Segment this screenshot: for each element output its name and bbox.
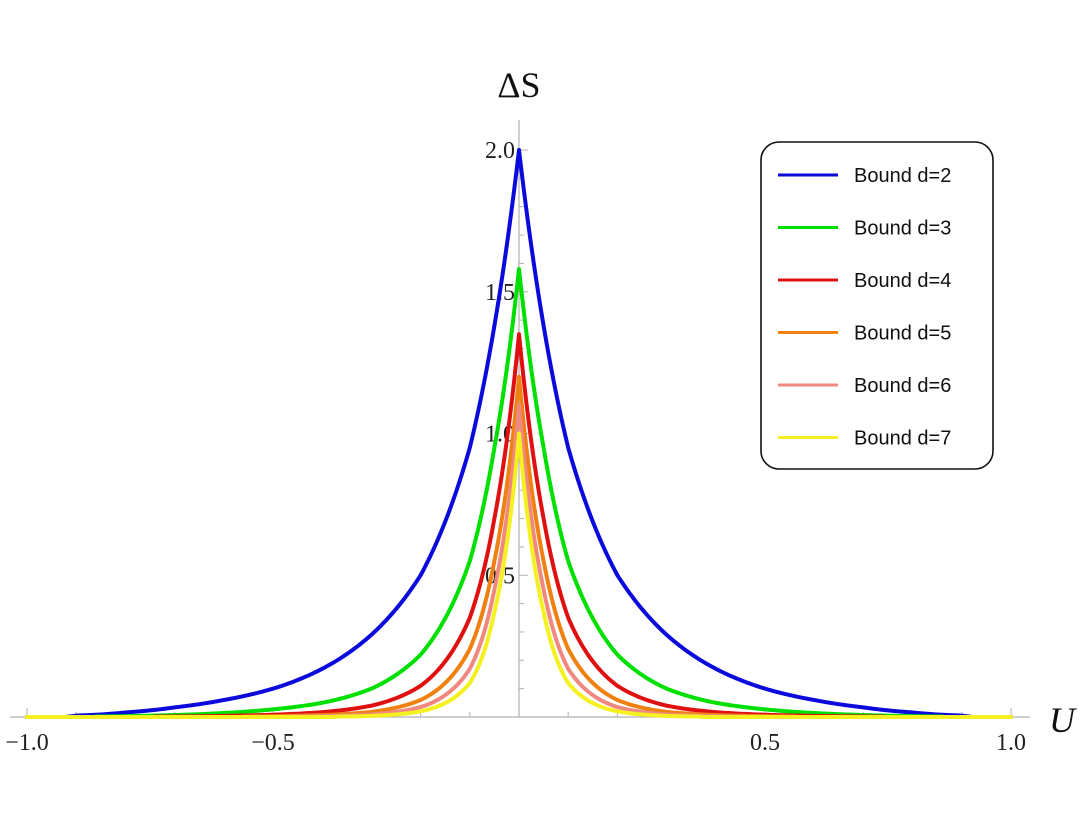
legend-entry: Bound d=3 [854, 218, 951, 240]
y-tick-label: 2.0 [485, 138, 515, 164]
legend-entry: Bound d=4 [854, 270, 951, 292]
legend-box [760, 141, 994, 470]
series-line-d2 [25, 148, 1013, 719]
legend-entry: Bound d=2 [854, 165, 951, 187]
x-tick-label: −0.5 [251, 730, 295, 756]
legend: Bound d=2 Bound d=3 Bound d=4 Bound d=5 Boun… [760, 141, 994, 470]
x-tick-label: 0.5 [750, 730, 780, 756]
legend-entry: Bound d=7 [854, 428, 951, 450]
x-tick-label: −1.0 [5, 730, 49, 756]
series-line-d7 [25, 431, 1013, 719]
legend-entry: Bound d=6 [854, 375, 951, 397]
x-tick-label: 1.0 [996, 730, 1026, 756]
series-layer [25, 148, 1013, 719]
x-axis-title: U [1049, 700, 1077, 740]
y-axis-title: ΔS [497, 65, 540, 105]
legend-entry: Bound d=5 [854, 323, 951, 345]
